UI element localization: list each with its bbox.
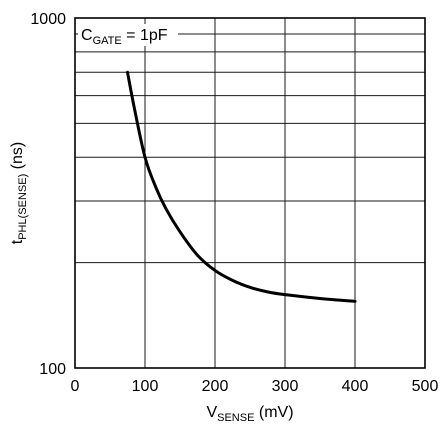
y-tick-label: 100 xyxy=(39,361,66,378)
x-tick-label: 300 xyxy=(272,378,299,395)
annotation-main: C xyxy=(81,27,93,44)
grid xyxy=(75,18,425,368)
y-axis-title-main: t xyxy=(9,239,26,244)
x-axis-title-main: V xyxy=(206,404,217,421)
x-tick-label: 500 xyxy=(412,378,439,395)
series-layer xyxy=(126,70,357,303)
plot-frame xyxy=(74,17,426,369)
y-tick-labels: 100 1000 xyxy=(30,11,66,378)
annotation-suffix: = 1pF xyxy=(122,27,168,44)
annotation-label: CGATE = 1pF xyxy=(81,27,168,47)
x-axis-title: VSENSE (mV) xyxy=(206,404,293,424)
y-tick-label: 1000 xyxy=(30,11,66,28)
annotation-background xyxy=(78,24,178,46)
x-tick-labels: 0 100 200 300 400 500 xyxy=(71,378,439,395)
x-tick-label: 200 xyxy=(202,378,229,395)
y-axis-title: tPHL(SENSE) (ns) xyxy=(9,142,29,244)
x-tick-label: 100 xyxy=(132,378,159,395)
x-axis-title-suffix: (mV) xyxy=(254,404,293,421)
x-axis-title-subscript: SENSE xyxy=(217,412,254,424)
x-tick-label: 400 xyxy=(342,378,369,395)
y-axis-title-subscript: PHL(SENSE) xyxy=(17,174,29,240)
annotation-subscript: GATE xyxy=(93,35,122,47)
series-line-1 xyxy=(126,70,357,303)
x-tick-label: 0 xyxy=(71,378,80,395)
y-axis-title-suffix: (ns) xyxy=(9,142,26,174)
